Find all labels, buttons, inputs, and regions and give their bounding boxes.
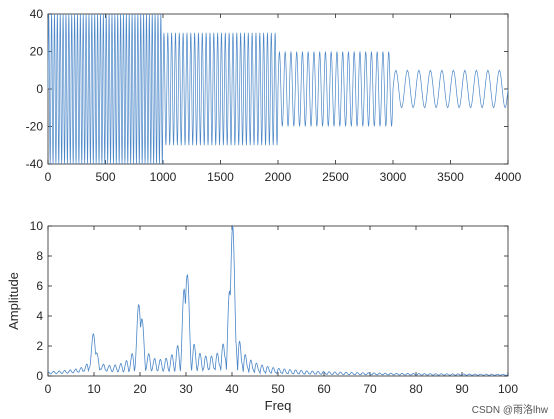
- top-x-tick-label: 1500: [207, 170, 234, 184]
- bottom-x-tick-label: 0: [45, 382, 52, 396]
- bottom-x-tick-label: 10: [87, 382, 101, 396]
- bottom-y-tick-label: 8: [36, 249, 43, 263]
- bottom-x-tick-label: 30: [179, 382, 193, 396]
- bottom-y-tick-label: 0: [36, 369, 43, 383]
- top-x-tick-label: 2500: [322, 170, 349, 184]
- top-x-tick-label: 500: [95, 170, 115, 184]
- time-signal-line: [47, 13, 509, 165]
- bottom-x-tick-label: 90: [455, 382, 469, 396]
- bottom-y-tick-label: 6: [36, 279, 43, 293]
- top-x-tick-label: 2000: [265, 170, 292, 184]
- bottom-y-axis-label: Amplitude: [6, 272, 21, 330]
- bottom-x-tick-label: 20: [133, 382, 147, 396]
- bottom-x-tick-label: 60: [317, 382, 331, 396]
- top-y-tick-label: 40: [30, 7, 44, 21]
- bottom-x-tick-label: 40: [225, 382, 239, 396]
- spectrum-line: [47, 224, 509, 376]
- bottom-y-tick-label: 10: [30, 219, 44, 233]
- time-domain-axes: 0 500 1000 1500 2000 2500 3000 3500 4000 -40 -20 0 2…: [26, 7, 522, 184]
- top-x-tick-label: 0: [45, 170, 52, 184]
- top-y-tick-label: -40: [26, 157, 44, 171]
- top-y-tick-label: -20: [26, 120, 44, 134]
- top-x-tick-label: 3000: [380, 170, 407, 184]
- frequency-spectrum-axes: 0 10 20 30 40 50 60 70 80 90 100 0 2 4 6 8 10 Freq Amplitu…: [6, 219, 518, 413]
- top-y-tick-label: 20: [30, 45, 44, 59]
- bottom-x-tick-label: 100: [498, 382, 518, 396]
- top-x-tick-label: 4000: [495, 170, 522, 184]
- bottom-x-tick-label: 70: [363, 382, 377, 396]
- bottom-y-tick-label: 2: [36, 339, 43, 353]
- bottom-x-tick-label: 80: [409, 382, 423, 396]
- bottom-x-tick-label: 50: [271, 382, 285, 396]
- bottom-plot-frame: [47, 225, 509, 377]
- bottom-y-tick-label: 4: [36, 309, 43, 323]
- bottom-x-axis-label: Freq: [265, 398, 292, 413]
- top-x-tick-label: 1000: [150, 170, 177, 184]
- top-y-tick-label: 0: [36, 82, 43, 96]
- watermark: CSDN @雨洛lhw: [472, 403, 549, 416]
- top-x-tick-label: 3500: [437, 170, 464, 184]
